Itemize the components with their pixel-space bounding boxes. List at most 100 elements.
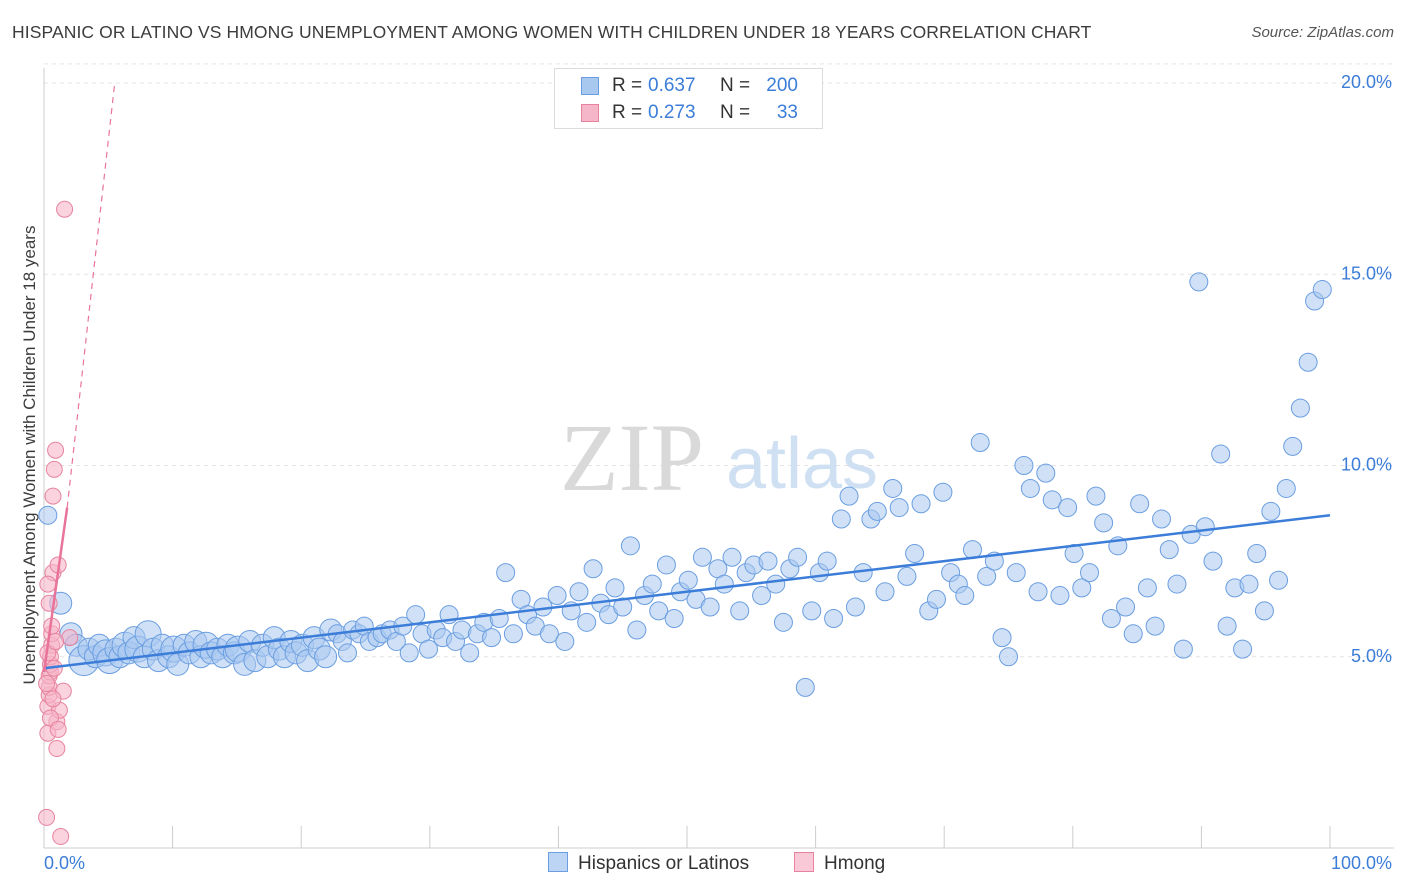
y-tick-label: 10.0% [1341,455,1392,475]
hispanic-point [1101,609,1121,628]
legend-r-value: 0.273 [648,102,696,123]
legend-row-hispanic: R = 0.637 N = 200 [555,73,822,101]
hispanic-point [883,478,903,498]
legend-label-hmong: Hmong [824,853,886,874]
hmong-point [45,460,63,478]
hmong-point [52,828,70,846]
hispanic-point [577,612,597,632]
hispanic-point [1254,601,1274,621]
hispanic-point [824,609,844,628]
hispanic-point [977,566,997,586]
hispanic-point [839,486,859,506]
hispanic-point [649,601,669,621]
hispanic-point [613,597,633,617]
source-label: Source: ZipAtlas.com [1251,24,1394,41]
hispanic-point [692,547,712,567]
y-tick-labels: 5.0% 10.0% 15.0% 20.0% [1341,72,1392,666]
hmong-point [56,200,74,218]
hispanic-point [1050,586,1070,606]
hispanic-point [482,628,502,648]
hmong-point [38,675,56,693]
hispanic-point [1116,597,1136,617]
hispanic-point [605,578,625,598]
hispanic-point [1152,509,1172,529]
hispanic-point [1072,578,1092,598]
hispanic-point [1261,501,1281,521]
hispanic-point [419,639,439,659]
hispanic-point [752,586,772,606]
hispanic-point [1123,624,1143,644]
hispanic-point [1014,456,1034,475]
legend-item-hmong[interactable]: Hmong [794,852,885,875]
hispanic-point [1173,639,1193,659]
hispanic-point [1167,574,1187,594]
hispanic-points [38,272,1332,697]
hispanic-point [642,574,662,594]
hmong-point [44,487,62,505]
hispanic-point [817,551,837,571]
hispanic-point [730,601,750,621]
hispanic-point [1028,582,1048,602]
legend-swatch-hispanic [581,77,599,95]
hispanic-point [758,551,778,571]
hispanic-point [955,586,975,606]
hmong-point [47,441,65,459]
legend-swatch-hmong [794,852,814,872]
hispanic-point [38,505,58,525]
hispanic-point [547,586,567,606]
hispanic-point [1203,551,1223,571]
hmong-point [38,808,56,826]
hispanic-point [678,570,698,590]
hispanic-point [1195,517,1215,537]
hispanic-point [905,543,925,563]
y-tick-label: 5.0% [1351,646,1392,666]
axes [43,68,1394,849]
hispanic-point [664,609,684,628]
hispanic-point [700,597,720,617]
hispanic-point [1239,574,1259,594]
legend-n-value: 200 [766,75,798,96]
legend-n-value: 33 [776,102,798,123]
hispanic-point [1189,272,1209,292]
hispanic-point [1217,616,1237,636]
legend-swatch-hmong [581,104,599,122]
correlation-legend: R = 0.637 N = 200 R = 0.273 N = 33 [554,68,823,129]
hispanic-point [1211,444,1231,464]
hispanic-point [1006,563,1026,583]
hispanic-point [620,536,640,556]
hispanic-point [788,547,808,567]
legend-item-hispanic[interactable]: Hispanics or Latinos [548,852,749,875]
y-tick-label: 15.0% [1341,263,1392,283]
hispanic-point [889,498,909,518]
hispanic-point [867,501,887,521]
hispanic-point [1247,543,1267,563]
hispanic-point [1159,540,1179,560]
hispanic-point [875,582,895,602]
hispanic-point [1130,494,1150,514]
legend-r-label: R = [612,75,643,96]
hispanic-point [569,582,589,602]
hispanic-point [555,631,575,651]
hispanic-point [795,677,815,697]
watermark-zip: ZIP [560,404,704,511]
series-legend: Hispanics or Latinos Hmong [0,852,1406,878]
hispanic-point [1042,490,1062,510]
legend-swatch-hispanic [548,852,568,872]
legend-label-hispanic: Hispanics or Latinos [578,853,750,874]
hmong-trend-extension [66,82,116,508]
hispanic-point [1036,463,1056,483]
hmong-point [48,740,66,758]
hispanic-point [1290,398,1310,418]
hispanic-point [1233,639,1253,659]
hispanic-point [399,643,419,663]
hispanic-point [460,643,480,663]
hispanic-point [1020,478,1040,498]
hispanic-point [496,563,516,583]
x-tick-label: 0.0% [44,853,85,873]
hispanic-point [406,605,426,625]
hispanic-point [926,589,946,609]
y-axis-label: Unemployment Among Women with Children U… [20,225,39,685]
hispanic-point [656,555,676,575]
watermark: ZIP atlas [560,404,878,511]
